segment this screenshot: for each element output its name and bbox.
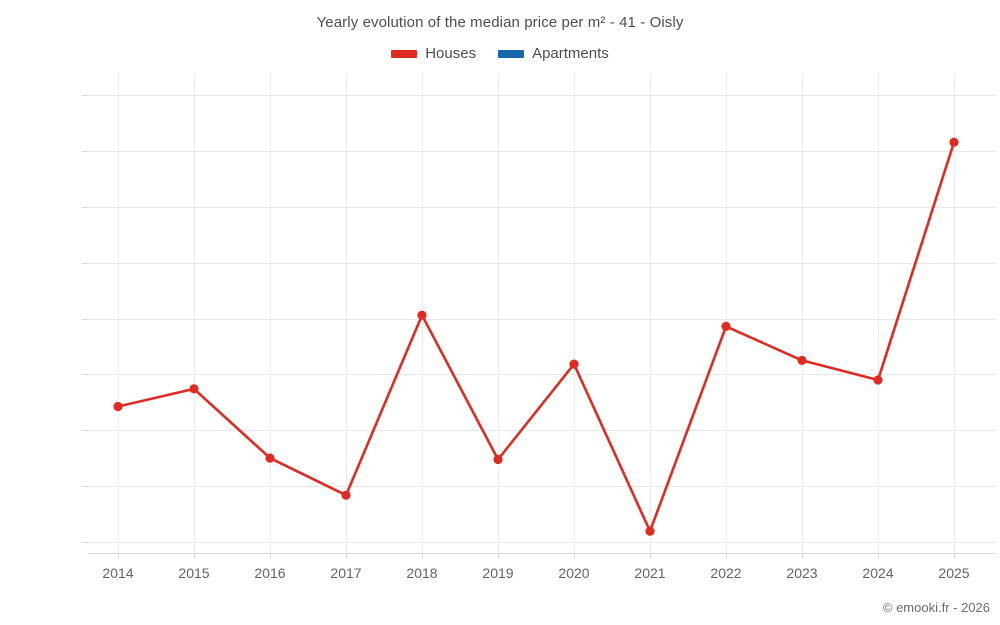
gridline: [88, 486, 996, 488]
x-tick-label: 2021: [634, 565, 666, 581]
legend-item-apartments[interactable]: Apartments: [498, 45, 609, 62]
gridline: [88, 206, 996, 208]
x-axis-line: [88, 553, 996, 554]
data-point[interactable]: 2021 : 838 €: [645, 526, 655, 536]
legend-swatch-icon: [391, 49, 418, 58]
gridline: [88, 95, 996, 97]
gridline: [498, 73, 499, 553]
x-tick-label: 2023: [786, 565, 818, 581]
credit-label: © emooki.fr - 2026: [882, 600, 990, 615]
gridline: [650, 73, 651, 553]
x-tick-mark: [194, 553, 195, 559]
series-line-houses: [116, 140, 956, 533]
gridline: [726, 73, 727, 553]
chart-legend: Houses Apartments: [0, 45, 1000, 62]
y-tick-mark: [82, 430, 88, 432]
x-tick-mark: [878, 553, 879, 559]
data-point[interactable]: 2024 : 1380 €: [873, 375, 883, 385]
data-point[interactable]: 2014 : 1285 €: [113, 401, 123, 412]
gridline: [88, 374, 996, 376]
x-tick-mark: [422, 553, 423, 559]
data-point[interactable]: 2025 : 2232 €: [949, 137, 959, 147]
x-tick-label: 2024: [862, 565, 894, 581]
x-tick-label: 2025: [938, 565, 970, 581]
data-point[interactable]: 2016 : 1100 €: [265, 453, 275, 463]
x-tick-label: 2014: [102, 565, 134, 581]
x-tick-mark: [726, 553, 727, 559]
x-tick-mark: [118, 553, 119, 559]
x-tick-mark: [574, 553, 575, 559]
gridline: [118, 73, 119, 553]
y-tick-mark: [82, 262, 88, 264]
gridline: [88, 151, 996, 153]
legend-item-houses[interactable]: Houses: [391, 45, 476, 62]
data-point[interactable]: 2015 : 1348 €: [189, 384, 199, 394]
series-layer: 2014 : 1285 € 2015 : 1348 € 2016 : 1100 € 2…: [113, 137, 959, 536]
gridline: [88, 430, 996, 432]
gridline: [270, 73, 271, 553]
data-point[interactable]: 2020 : 1437 €: [569, 359, 579, 369]
gridline: [346, 73, 347, 553]
gridline: [802, 73, 803, 553]
x-tick-mark: [650, 553, 651, 559]
x-tick-mark: [802, 553, 803, 559]
gridline: [194, 73, 195, 553]
x-tick-mark: [270, 553, 271, 559]
x-tick-label: 2016: [254, 565, 286, 581]
x-tick-label: 2019: [482, 565, 514, 581]
x-tick-label: 2017: [330, 565, 362, 581]
y-tick-mark: [82, 374, 88, 376]
y-tick-mark: [82, 206, 88, 208]
legend-label: Apartments: [532, 45, 609, 62]
plot-area: 800 €1 000 €1 200 €1 400 €1 600 €1 800 €…: [82, 73, 996, 581]
y-tick-mark: [82, 318, 88, 320]
gridline: [574, 73, 575, 553]
data-point[interactable]: 2023 : 1450 €: [797, 355, 807, 365]
data-point[interactable]: 2022 : 1572 €: [721, 321, 731, 331]
x-tick-label: 2018: [406, 565, 438, 581]
gridline: [954, 73, 955, 553]
legend-swatch-icon: [498, 49, 525, 58]
x-tick-mark: [954, 553, 955, 559]
x-tick-label: 2015: [178, 565, 210, 581]
y-tick-mark: [82, 486, 88, 488]
gridline: [88, 318, 996, 320]
x-tick-mark: [498, 553, 499, 559]
x-tick-mark: [346, 553, 347, 559]
gridline: [88, 541, 996, 543]
data-point[interactable]: 2019 : 1095 €: [493, 454, 503, 465]
y-tick-mark: [82, 151, 88, 153]
legend-label: Houses: [425, 45, 477, 62]
data-point[interactable]: 2017 : 967 €: [341, 490, 351, 500]
gridline: [878, 73, 879, 553]
y-tick-mark: [82, 541, 88, 543]
chart-title: Yearly evolution of the median price per…: [316, 14, 684, 31]
x-tick-label: 2022: [710, 565, 742, 581]
data-point[interactable]: 2018 : 1612 €: [417, 310, 427, 320]
gridline: [88, 262, 996, 264]
x-tick-label: 2020: [558, 565, 590, 581]
y-tick-mark: [82, 95, 88, 97]
